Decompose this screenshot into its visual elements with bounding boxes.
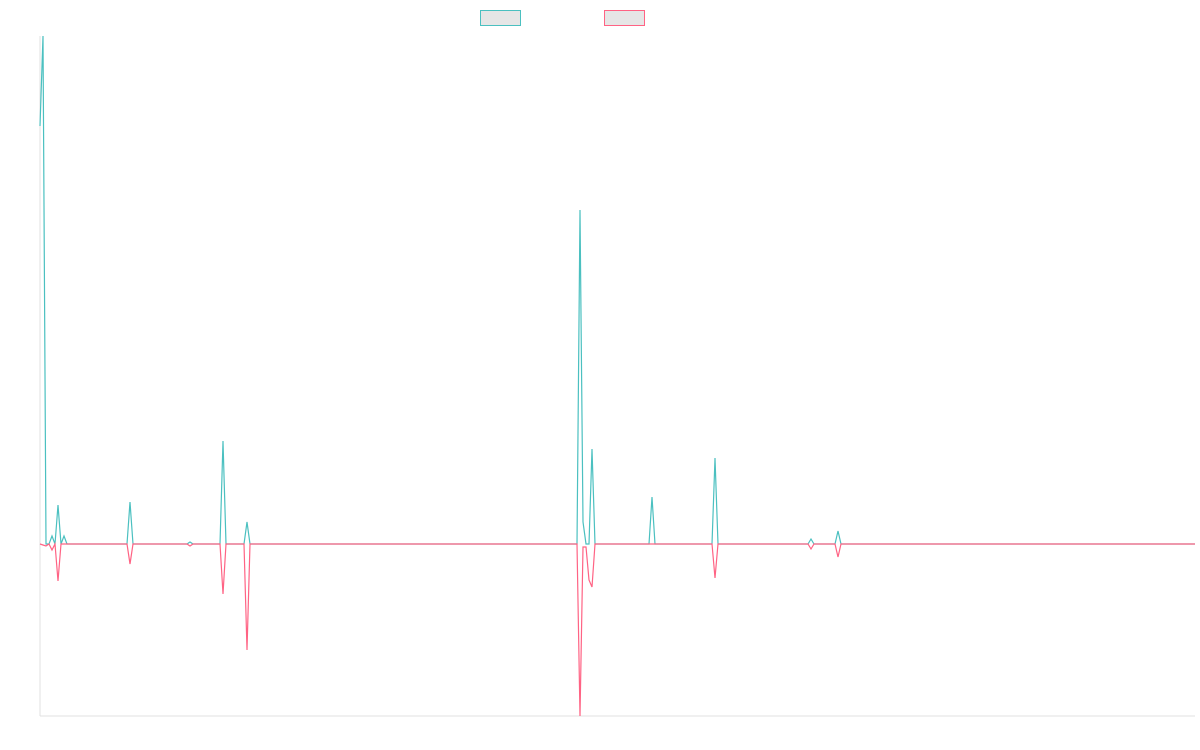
legend-swatch[interactable] — [480, 10, 521, 26]
legend-swatch[interactable] — [604, 10, 645, 26]
series-line — [39, 541, 1195, 717]
series-line — [39, 35, 1195, 545]
